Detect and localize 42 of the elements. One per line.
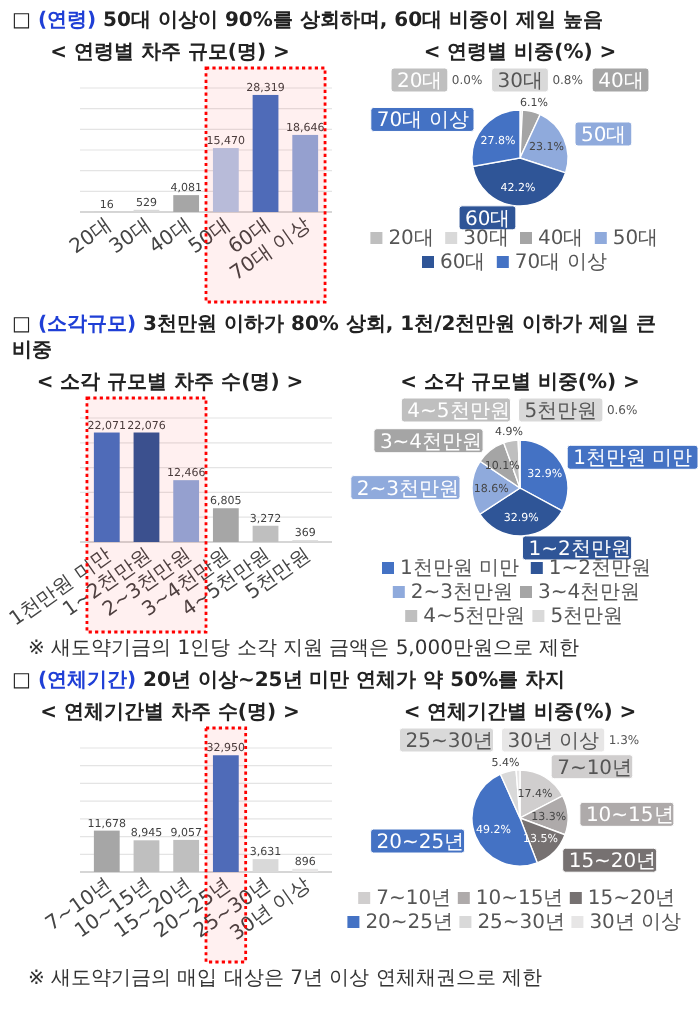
slice-label: 70대 이상 xyxy=(376,110,469,133)
legend-label: 1천만원 미만 xyxy=(400,558,520,580)
slice-label: 5천만원 xyxy=(524,401,598,423)
bar xyxy=(252,859,279,872)
chart-title: □ (연령) 50대 이상이 90%를 상회하며, 60대 비중이 제일 높음 xyxy=(12,10,603,32)
bar xyxy=(212,508,239,542)
bar xyxy=(133,432,160,542)
chart-subtitle: < 연령별 차주 규모(명) > xyxy=(50,42,290,64)
bar xyxy=(93,830,120,872)
slice-label: 20~25년 xyxy=(376,832,465,855)
slice-label: 10~15년 xyxy=(585,805,674,828)
slice-label: 1천만원 미만 xyxy=(573,448,693,471)
bar xyxy=(212,148,239,212)
slice-label: 25~30년 xyxy=(405,731,494,753)
bar xyxy=(93,432,120,542)
slice-label: 7~10년 xyxy=(557,757,633,780)
chart-title: < 연체기간별 비중(%) > xyxy=(403,702,637,724)
category-label: 40대 xyxy=(598,71,644,93)
slice-label: 3~4천만원 xyxy=(379,431,483,454)
legend-label: 30년 이상 xyxy=(507,731,600,753)
slice-label: 15~20년 xyxy=(568,851,657,874)
chart-title: < 소각 규모별 비중(%) > xyxy=(400,372,640,394)
bar xyxy=(252,94,279,212)
slice-label: 2~3천만원 xyxy=(356,478,460,501)
chart-subtitle: < 연체기간별 차주 수(명) > xyxy=(40,702,300,724)
category-label: 20대 xyxy=(397,71,443,93)
chart-title: □ (연체기간) 20년 이상~25년 미만 연체가 약 50%를 차지 xyxy=(12,670,566,692)
bar xyxy=(212,755,239,872)
slice-label: 30대 xyxy=(497,71,544,93)
text: ※ 새도약기금의 1인당 소각 지원 금액은 5,000만원으로 제한 xyxy=(28,638,580,660)
legend-label: 70대 이상 xyxy=(514,252,607,274)
slice-label: 50대 xyxy=(580,125,627,147)
slice-label: 4~5천만원 xyxy=(407,401,510,423)
text: ※ 새도약기금의 매입 대상은 7년 이상 연체채권으로 제한 xyxy=(28,968,542,990)
chart-subtitle: < 소각 규모별 차주 수(명) > xyxy=(36,372,304,394)
legend-label: 1~2천만원 xyxy=(548,558,652,580)
bar xyxy=(173,480,200,542)
chart-title: □ (소각규모) 3천만원 이하가 80% 상회, 1천/2천만원 이하가 제일 큰 비중 xyxy=(12,314,657,362)
bar xyxy=(292,134,319,212)
bar xyxy=(173,195,200,212)
chart-title: < 연령별 비중(%) > xyxy=(423,42,617,64)
legend-label: 60대 xyxy=(440,252,486,274)
